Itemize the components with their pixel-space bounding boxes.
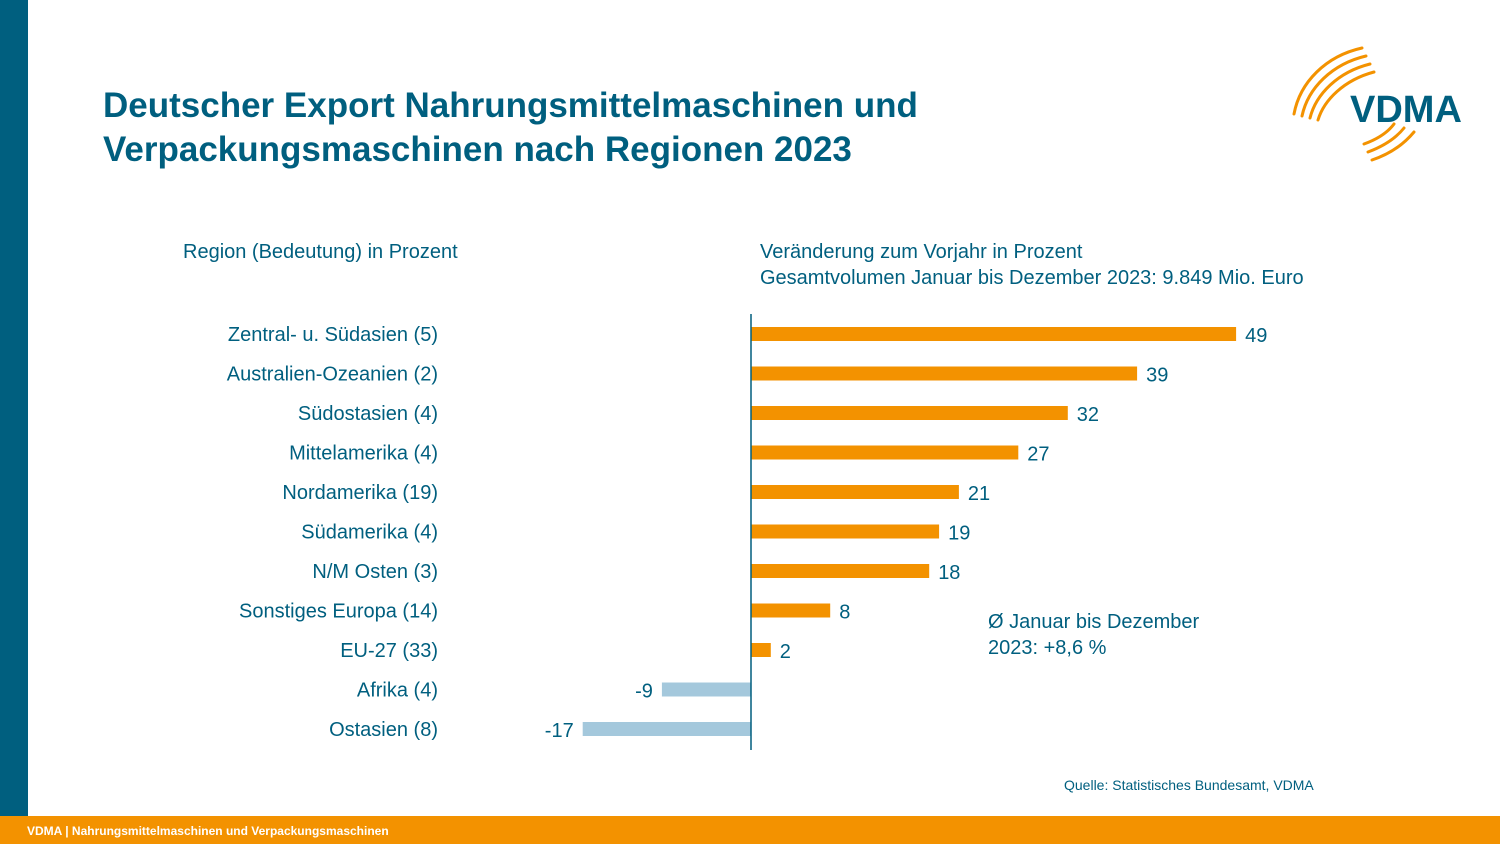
bar <box>751 524 940 539</box>
average-note-line-2: 2023: +8,6 % <box>988 637 1107 659</box>
bar <box>582 722 751 736</box>
data-label: 32 <box>1077 404 1099 426</box>
category-label: EU-27 (33) <box>340 640 438 662</box>
category-label: Afrika (4) <box>357 680 438 702</box>
page-title: Deutscher Export Nahrungsmittelmaschinen… <box>103 84 1203 172</box>
logo-text: VDMA <box>1350 89 1462 131</box>
data-label: 27 <box>1027 444 1049 466</box>
bar <box>751 406 1068 420</box>
bar <box>751 327 1237 341</box>
left-axis-header: Region (Bedeutung) in Prozent <box>183 241 458 263</box>
bar <box>751 643 771 657</box>
data-label: 18 <box>938 562 960 584</box>
average-note: Ø Januar bis Dezember 2023: +8,6 % <box>988 609 1288 661</box>
category-label: N/M Osten (3) <box>312 561 438 583</box>
title-line-1: Deutscher Export Nahrungsmittelmaschinen… <box>103 86 918 125</box>
category-label: Südostasien (4) <box>298 403 438 425</box>
right-header: Veränderung zum Vorjahr in Prozent Gesam… <box>760 239 1304 291</box>
category-label: Ostasien (8) <box>329 719 438 741</box>
source-note: Quelle: Statistisches Bundesamt, VDMA <box>1064 777 1314 793</box>
data-label: 21 <box>968 483 990 505</box>
category-label: Sonstiges Europa (14) <box>239 601 438 623</box>
footer-bar: VDMA | Nahrungsmittelmaschinen und Verpa… <box>0 816 1500 844</box>
right-header-line-2: Gesamtvolumen Januar bis Dezember 2023: … <box>760 267 1304 289</box>
right-header-line-1: Veränderung zum Vorjahr in Prozent <box>760 241 1083 263</box>
title-line-2: Verpackungsmaschinen nach Regionen 2023 <box>103 130 852 169</box>
data-label: -9 <box>635 681 653 703</box>
category-label: Zentral- u. Südasien (5) <box>228 324 438 346</box>
data-label: 39 <box>1146 365 1168 387</box>
data-label: 49 <box>1245 325 1267 347</box>
category-label: Mittelamerika (4) <box>289 443 438 465</box>
data-label: 2 <box>780 641 791 663</box>
bar <box>661 682 751 697</box>
left-accent-bar <box>0 0 28 844</box>
vdma-logo: VDMA <box>1292 46 1462 162</box>
category-label: Südamerika (4) <box>301 522 438 544</box>
bar <box>751 485 959 499</box>
category-label: Australien-Ozeanien (2) <box>227 364 438 386</box>
average-note-line-1: Ø Januar bis Dezember <box>988 611 1200 633</box>
category-label: Nordamerika (19) <box>282 482 438 504</box>
bar <box>751 603 831 618</box>
bar <box>751 564 930 578</box>
data-label: 8 <box>839 602 850 624</box>
bar <box>751 445 1019 460</box>
data-label: 19 <box>948 523 970 545</box>
bar <box>751 366 1138 381</box>
data-label: -17 <box>545 720 574 742</box>
